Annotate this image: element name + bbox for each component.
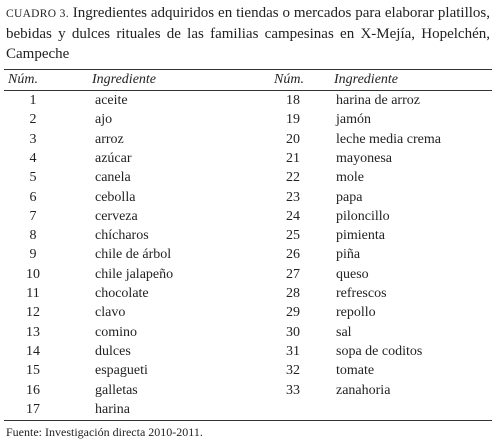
row-number: 5 bbox=[29, 170, 37, 186]
ingredient: zanahoria bbox=[336, 382, 391, 398]
row-number: 31 bbox=[286, 343, 300, 359]
row-number: 22 bbox=[286, 170, 300, 186]
ingredient: chícharos bbox=[95, 228, 149, 244]
ingredient: arroz bbox=[95, 131, 124, 147]
row-number: 9 bbox=[29, 247, 37, 263]
ingredient: repollo bbox=[336, 305, 376, 321]
ingredient: ajo bbox=[95, 112, 113, 128]
header-rule bbox=[4, 90, 492, 91]
row-number: 14 bbox=[26, 343, 40, 359]
row-number: 13 bbox=[26, 324, 40, 340]
row-number: 30 bbox=[286, 324, 300, 340]
ingredient: chile de árbol bbox=[95, 247, 172, 263]
row-number: 28 bbox=[286, 286, 300, 301]
ingredient: azúcar bbox=[95, 150, 132, 166]
column-header: Ingrediente bbox=[334, 72, 399, 87]
row-number: 29 bbox=[286, 305, 300, 321]
row-number: 8 bbox=[29, 228, 37, 244]
ingredient: espagueti bbox=[95, 363, 148, 379]
caption-text: Ingredientes adquiridos en tiendas o mer… bbox=[6, 5, 491, 62]
ingredient: pimienta bbox=[336, 228, 385, 244]
top-rule bbox=[4, 69, 492, 70]
row-number: 21 bbox=[286, 150, 300, 166]
row-number: 18 bbox=[286, 93, 300, 108]
row-number: 20 bbox=[286, 131, 300, 147]
ingredient: sopa de coditos bbox=[336, 343, 423, 359]
row-number: 24 bbox=[286, 208, 300, 224]
caption-label: CUADRO 3. bbox=[6, 8, 69, 20]
row-number: 10 bbox=[26, 266, 40, 282]
row-number: 2 bbox=[29, 112, 37, 128]
ingredient: queso bbox=[336, 266, 369, 282]
ingredient: dulces bbox=[95, 343, 131, 359]
ingredient: aceite bbox=[95, 93, 128, 108]
row-number: 25 bbox=[286, 228, 300, 244]
bottom-rule bbox=[4, 420, 492, 421]
ingredient: piña bbox=[336, 247, 361, 263]
ingredient: galletas bbox=[95, 382, 138, 398]
row-number: 32 bbox=[286, 363, 300, 379]
ingredient: canela bbox=[95, 170, 131, 186]
row-number: 23 bbox=[286, 189, 300, 205]
row-number: 19 bbox=[286, 112, 300, 128]
row-number: 1 bbox=[29, 93, 37, 108]
ingredient: chocolate bbox=[95, 286, 149, 301]
ingredient: sal bbox=[336, 324, 352, 340]
row-number: 3 bbox=[29, 131, 37, 147]
ingredient: cebolla bbox=[95, 189, 136, 205]
row-number: 7 bbox=[29, 208, 37, 224]
ingredient: clavo bbox=[95, 305, 126, 321]
caption: CUADRO 3. Ingredientes adquiridos en tie… bbox=[6, 3, 490, 64]
ingredient: tomate bbox=[336, 363, 375, 379]
row-number: 12 bbox=[26, 305, 40, 321]
ingredient: papa bbox=[336, 189, 363, 205]
ingredient: comino bbox=[95, 324, 137, 340]
row-number: 27 bbox=[286, 266, 300, 282]
source: Fuente: Investigación directa 2010-2011. bbox=[6, 425, 203, 439]
ingredient: mole bbox=[336, 170, 364, 186]
row-number: 16 bbox=[26, 382, 40, 398]
ingredient: refrescos bbox=[336, 286, 387, 301]
row-number: 17 bbox=[26, 401, 40, 417]
ingredient: harina de arroz bbox=[336, 93, 420, 108]
ingredient: cerveza bbox=[95, 208, 138, 224]
ingredient: jamón bbox=[336, 112, 371, 128]
row-number: 4 bbox=[29, 150, 37, 166]
ingredient: piloncillo bbox=[336, 208, 390, 224]
column-header: Núm. bbox=[274, 72, 304, 87]
ingredient: chile jalapeño bbox=[95, 266, 174, 282]
ingredient: harina bbox=[95, 401, 130, 417]
ingredient: leche media crema bbox=[336, 131, 441, 147]
ingredient: mayonesa bbox=[336, 150, 392, 166]
row-number: 33 bbox=[286, 382, 300, 398]
column-header: Ingrediente bbox=[92, 72, 157, 87]
column-header: Núm. bbox=[8, 72, 38, 87]
row-number: 11 bbox=[26, 286, 40, 301]
row-number: 15 bbox=[26, 363, 40, 379]
row-number: 6 bbox=[29, 189, 37, 205]
row-number: 26 bbox=[286, 247, 300, 263]
